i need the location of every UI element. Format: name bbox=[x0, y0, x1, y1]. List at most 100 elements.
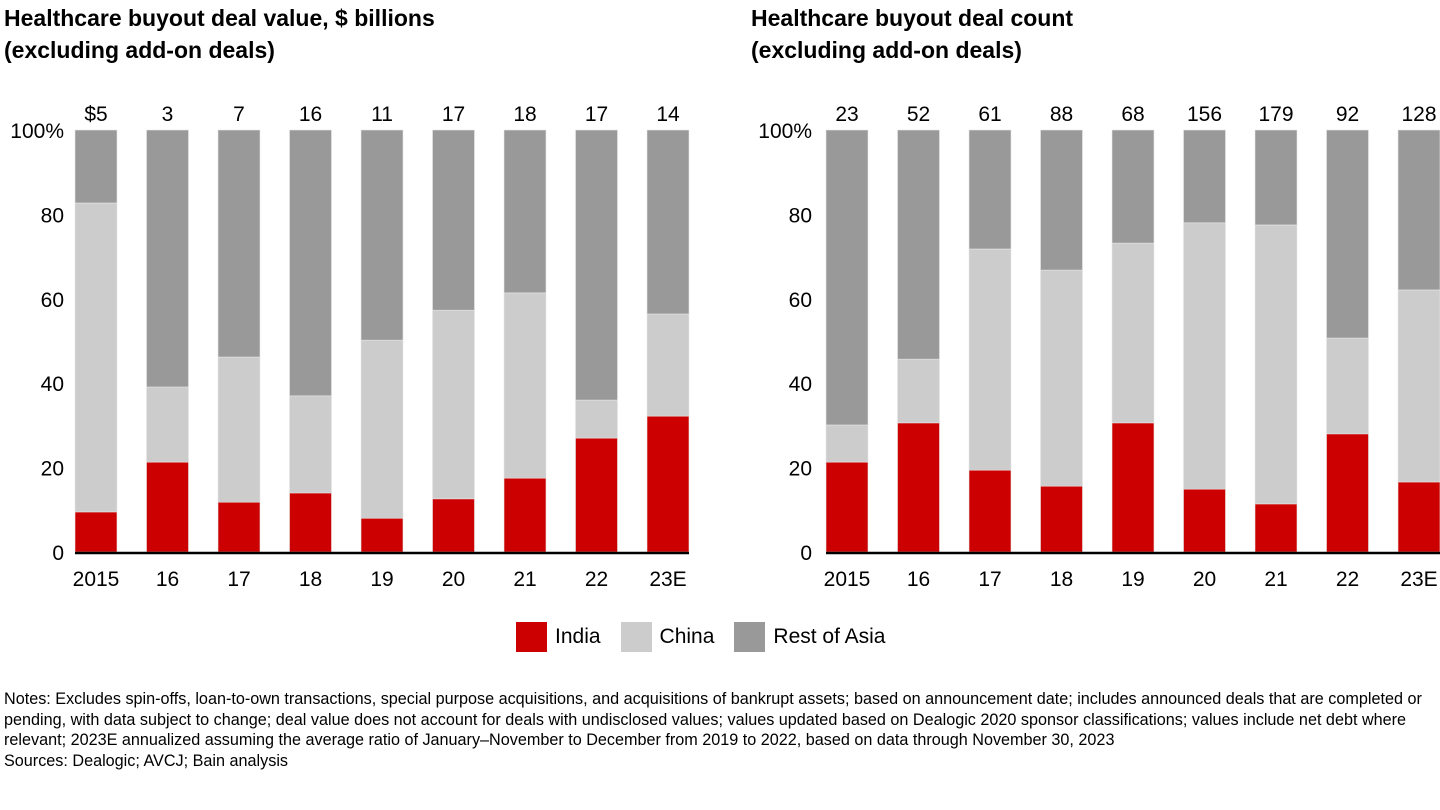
bar-total-label: 179 bbox=[1258, 103, 1293, 126]
x-tick-label: 21 bbox=[1264, 568, 1287, 591]
legend-label: China bbox=[659, 625, 715, 648]
x-tick-label: 16 bbox=[907, 568, 930, 591]
legend: India China Rest of Asia bbox=[516, 622, 905, 652]
bar-total-label: 7 bbox=[233, 103, 245, 126]
bar-segment-rest-of-asia bbox=[968, 129, 1012, 250]
bar-segment-china bbox=[1111, 242, 1155, 424]
y-tick-label: 0 bbox=[52, 542, 64, 565]
bar-segment-rest-of-asia bbox=[897, 129, 940, 360]
subtitle-line: (excluding add-on deals) bbox=[4, 37, 275, 63]
bar-segment-rest-of-asia bbox=[503, 129, 547, 294]
bar-segment-china bbox=[146, 386, 189, 463]
bar-segment-china bbox=[1254, 224, 1298, 505]
x-tick-label: 17 bbox=[227, 568, 250, 591]
legend-swatch-china bbox=[620, 622, 652, 652]
bar-segment-rest-of-asia bbox=[1040, 129, 1083, 271]
bar-total-label: 17 bbox=[442, 103, 465, 126]
bar-segment-china bbox=[217, 356, 261, 503]
x-tick-label: 20 bbox=[1193, 568, 1216, 591]
bar-total-label: 128 bbox=[1401, 103, 1436, 126]
bar-total-label: 23 bbox=[835, 103, 858, 126]
bar-segment-india bbox=[289, 492, 332, 553]
sources-text: Sources: Dealogic; AVCJ; Bain analysis bbox=[4, 751, 289, 770]
bar-total-label: 61 bbox=[978, 103, 1001, 126]
y-tick-label: 100% bbox=[758, 120, 812, 143]
chart-title-deal-value: Healthcare buyout deal value, $ billions… bbox=[4, 2, 435, 66]
y-tick-label: 0 bbox=[800, 542, 812, 565]
bar-segment-india bbox=[217, 501, 261, 553]
bar-segment-china bbox=[1040, 269, 1083, 487]
chart-deal-count: 0 20 40 60 80 100% 23 2015 52 16 61 17 88 18 68 19 156 20… bbox=[758, 103, 1440, 591]
bar-segment-india bbox=[432, 498, 475, 553]
bar-total-label: 92 bbox=[1336, 103, 1359, 126]
bar-segment-china bbox=[968, 248, 1012, 471]
bar-segment-rest-of-asia bbox=[217, 129, 261, 358]
x-tick-label: 19 bbox=[1121, 568, 1144, 591]
bar-segment-china bbox=[1326, 337, 1369, 435]
x-tick-label: 17 bbox=[978, 568, 1001, 591]
bar-segment-china bbox=[646, 313, 690, 417]
bar-segment-china bbox=[575, 399, 618, 439]
y-tick-label: 60 bbox=[789, 289, 812, 312]
legend-item-china: China bbox=[620, 622, 715, 652]
bar-segment-india bbox=[503, 477, 547, 553]
bar-total-label: $5 bbox=[84, 103, 107, 126]
bar-segment-india bbox=[1254, 503, 1298, 553]
chart-title-deal-count: Healthcare buyout deal count (excluding … bbox=[751, 2, 1073, 66]
bar-total-label: 3 bbox=[162, 103, 174, 126]
y-tick-label: 20 bbox=[789, 458, 812, 481]
bar-segment-china bbox=[360, 339, 404, 519]
bar-segment-india bbox=[146, 461, 189, 553]
y-tick-label: 80 bbox=[789, 204, 812, 227]
x-tick-label: 18 bbox=[299, 568, 322, 591]
bar-segment-rest-of-asia bbox=[575, 129, 618, 401]
bar-segment-rest-of-asia bbox=[1254, 129, 1298, 226]
footnotes: Notes: Excludes spin-offs, loan-to-own t… bbox=[4, 689, 1436, 771]
x-tick-label: 19 bbox=[370, 568, 393, 591]
bar-total-label: 11 bbox=[371, 103, 393, 126]
y-tick-label: 60 bbox=[41, 289, 64, 312]
y-tick-label: 40 bbox=[41, 373, 64, 396]
charts-canvas: 0 20 40 60 80 100% $5 2015 3 16 7 17 16 18 11 19 17 20 18 2… bbox=[10, 103, 1440, 591]
bar-segment-india bbox=[1111, 422, 1155, 553]
legend-swatch-rest-of-asia bbox=[734, 622, 766, 652]
x-tick-label: 23E bbox=[1400, 568, 1437, 591]
bar-segment-india bbox=[825, 461, 869, 553]
bar-segment-india bbox=[897, 422, 940, 553]
y-tick-label: 80 bbox=[41, 204, 64, 227]
bar-segment-rest-of-asia bbox=[74, 129, 118, 204]
x-tick-label: 21 bbox=[513, 568, 536, 591]
legend-swatch-india bbox=[516, 622, 547, 652]
bar-segment-china bbox=[74, 202, 118, 513]
bar-total-label: 88 bbox=[1050, 103, 1073, 126]
chart-deal-value: 0 20 40 60 80 100% $5 2015 3 16 7 17 16 18 11 19 17 20 18 2… bbox=[10, 103, 690, 591]
legend-item-rest-of-asia: Rest of Asia bbox=[734, 622, 885, 652]
bar-total-label: 17 bbox=[585, 103, 608, 126]
bar-segment-china bbox=[503, 292, 547, 479]
x-tick-label: 16 bbox=[156, 568, 179, 591]
bar-total-label: 52 bbox=[907, 103, 930, 126]
subtitle-line: (excluding add-on deals) bbox=[751, 37, 1022, 63]
title-line: Healthcare buyout deal count bbox=[751, 5, 1074, 31]
legend-label: Rest of Asia bbox=[773, 625, 886, 648]
y-tick-label: 40 bbox=[789, 373, 812, 396]
bar-segment-india bbox=[646, 415, 690, 553]
bar-segment-india bbox=[360, 517, 404, 553]
bar-segment-china bbox=[825, 424, 869, 463]
bar-segment-india bbox=[968, 469, 1012, 553]
legend-item-india: India bbox=[516, 622, 601, 652]
notes-text: Notes: Excludes spin-offs, loan-to-own t… bbox=[4, 690, 1422, 750]
bar-segment-rest-of-asia bbox=[432, 129, 475, 311]
bar-segment-india bbox=[1397, 481, 1440, 553]
bar-segment-rest-of-asia bbox=[146, 129, 189, 388]
x-tick-label: 18 bbox=[1050, 568, 1073, 591]
bar-segment-rest-of-asia bbox=[1326, 129, 1369, 339]
x-tick-label: 2015 bbox=[824, 568, 871, 591]
bar-total-label: 18 bbox=[513, 103, 536, 126]
x-tick-label: 22 bbox=[1336, 568, 1359, 591]
bar-segment-rest-of-asia bbox=[1397, 129, 1440, 291]
bar-segment-india bbox=[74, 511, 118, 553]
x-tick-label: 20 bbox=[442, 568, 465, 591]
bar-segment-india bbox=[1183, 488, 1226, 553]
bar-segment-rest-of-asia bbox=[1111, 129, 1155, 244]
